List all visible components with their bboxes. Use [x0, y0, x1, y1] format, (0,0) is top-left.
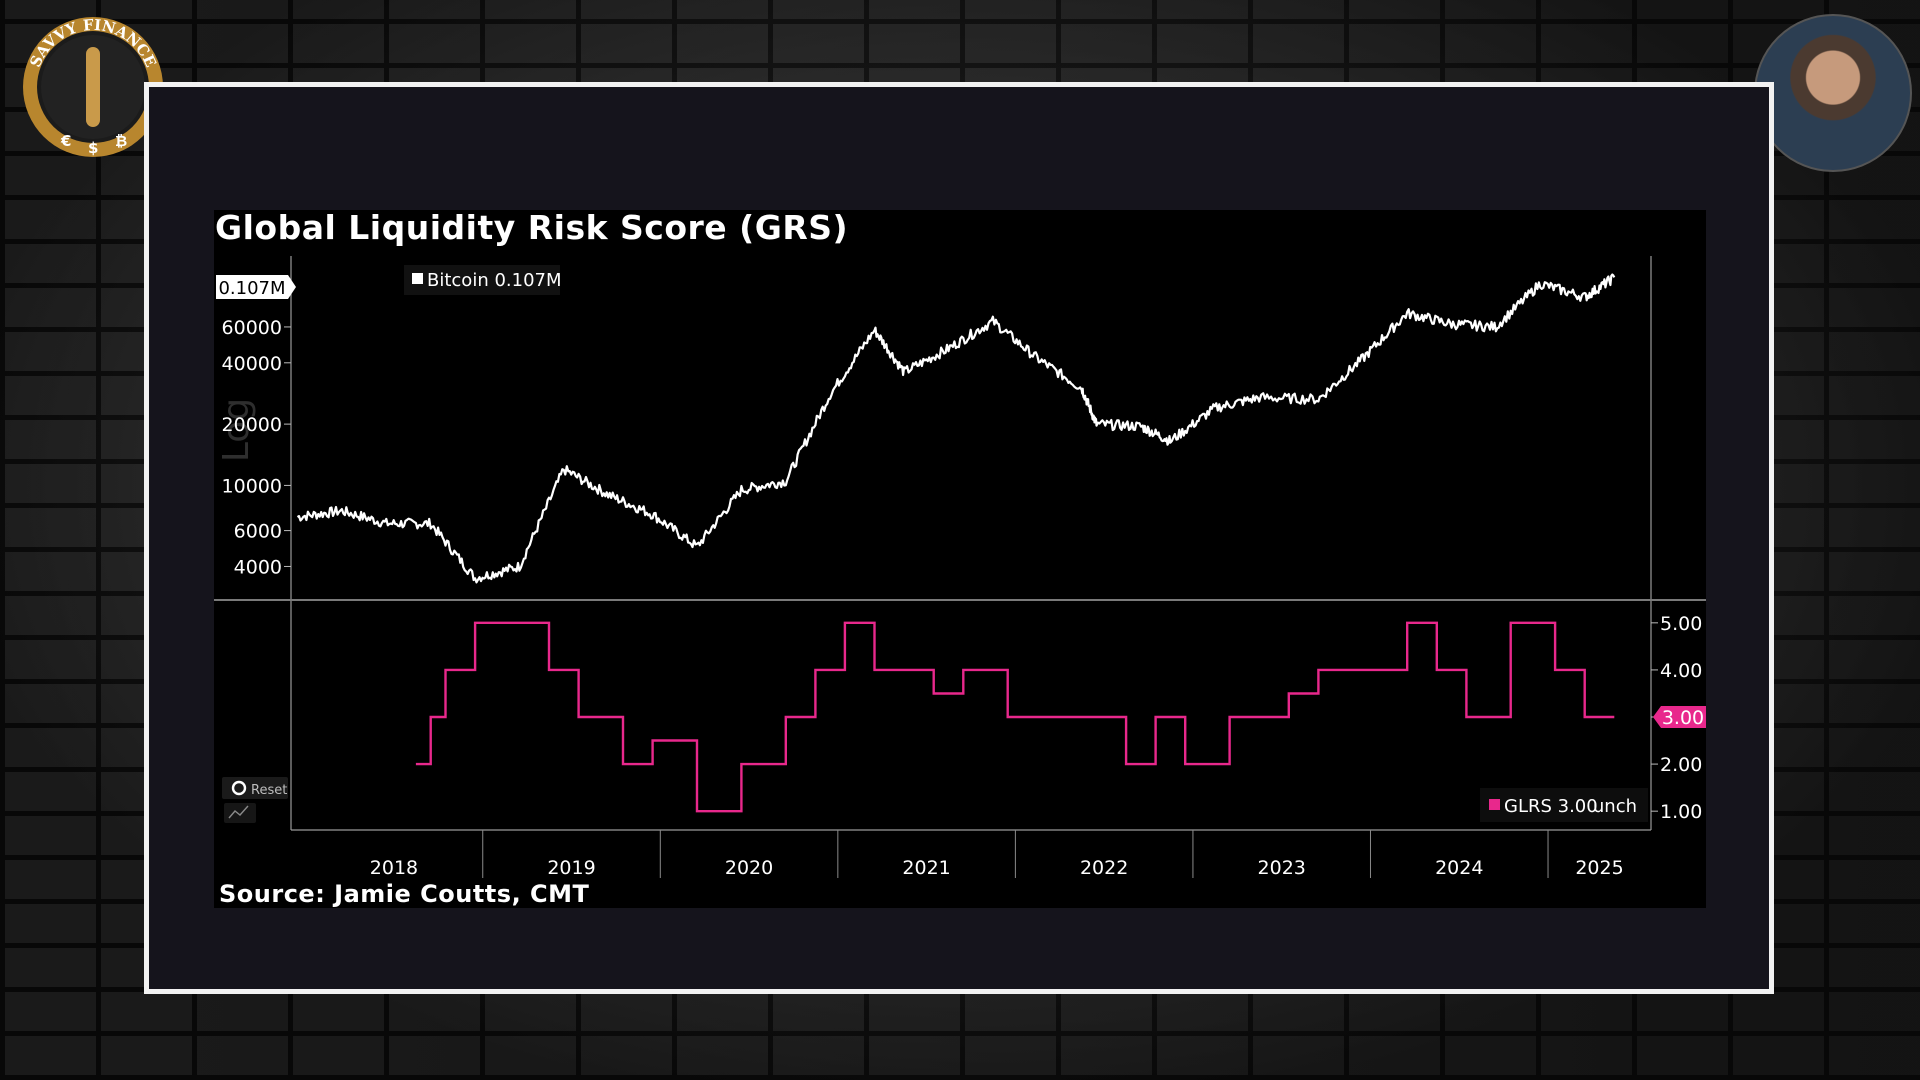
x-tick-label: 2018 — [370, 857, 418, 879]
bitcoin-symbol: ₿ — [115, 132, 127, 150]
radio-icon — [231, 780, 247, 796]
y-tick-label: 10000 — [222, 475, 282, 497]
legend-swatch-bitcoin — [412, 273, 423, 284]
glrs-step-line — [415, 621, 1615, 813]
last-value-tag — [216, 275, 288, 299]
y-axis-scale-label: Log — [216, 398, 257, 462]
y-tick-label: 6000 — [234, 521, 282, 543]
legend-swatch-glrs — [1489, 799, 1500, 810]
x-tick-label: 2022 — [1080, 857, 1128, 879]
dollar-symbol: $ — [88, 139, 98, 157]
legend-box-bitcoin — [404, 265, 560, 295]
euro-symbol: € — [60, 132, 71, 150]
x-tick-label: 2024 — [1435, 857, 1483, 879]
reset-label: Reset — [251, 783, 287, 798]
last-value-tag-arrow — [288, 275, 296, 299]
y2-tick-label: 5.00 — [1660, 613, 1702, 635]
legend-box-glrs — [1480, 788, 1648, 822]
y2-tick-label: 4.00 — [1660, 660, 1702, 682]
bitcoin-price-line — [296, 273, 1616, 584]
x-tick-label: 2020 — [725, 857, 773, 879]
x-tick-label: 2023 — [1258, 857, 1306, 879]
chart-type-glyph — [228, 805, 249, 819]
x-tick-label: 2025 — [1575, 857, 1623, 879]
glrs-last-value-label: 3.00 — [1662, 707, 1704, 729]
chart-type-icon[interactable] — [224, 803, 256, 823]
chart-source: Source: Jamie Coutts, CMT — [219, 880, 590, 908]
y-tick-label: 60000 — [222, 317, 282, 339]
y-tick-label: 4000 — [234, 556, 282, 578]
last-value-label: 0.107M — [218, 278, 285, 299]
glrs-last-value-tag — [1653, 706, 1706, 728]
legend-suffix-glrs: unch — [1593, 796, 1637, 817]
legend-label-glrs: GLRS 3.00 — [1504, 796, 1598, 817]
savvy-finance-logo: SAVVY FINANCE € $ ₿ — [23, 16, 163, 157]
y2-tick-label: 2.00 — [1660, 754, 1702, 776]
presenter-avatar — [1754, 14, 1912, 172]
chart-title: Global Liquidity Risk Score (GRS) — [215, 208, 849, 247]
legend-label-bitcoin: Bitcoin 0.107M — [427, 270, 562, 291]
y-tick-label: 20000 — [222, 414, 282, 436]
y-tick-label: 40000 — [222, 353, 282, 375]
x-tick-label: 2019 — [547, 857, 595, 879]
x-tick-label: 2021 — [902, 857, 950, 879]
y2-tick-label: 1.00 — [1660, 801, 1702, 823]
